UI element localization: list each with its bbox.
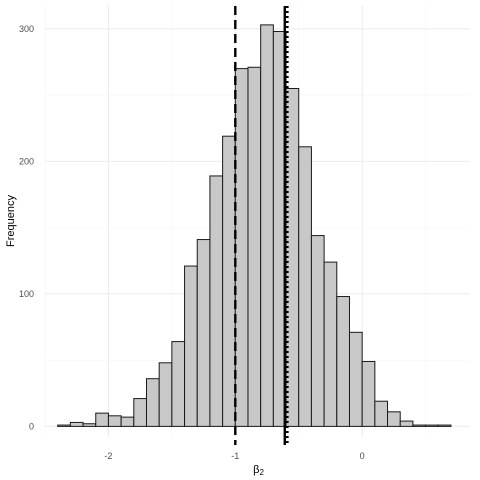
histogram-bar (133, 398, 147, 427)
x-axis-title-symbol: β (253, 464, 259, 476)
x-tick-label: -2 (104, 451, 112, 461)
histogram-bar (374, 400, 389, 427)
histogram-bar (387, 411, 401, 427)
histogram-bar (437, 424, 452, 427)
histogram-bar (196, 239, 211, 427)
histogram-bar (171, 341, 186, 427)
y-tick-label: 200 (19, 156, 34, 166)
x-axis-title: β2 (253, 464, 264, 477)
histogram-bar (348, 331, 363, 427)
histogram-bar (361, 360, 376, 427)
histogram-bar (399, 420, 414, 427)
histogram-bars (57, 24, 452, 427)
x-tick-label: 0 (360, 451, 365, 461)
reference-lines (234, 6, 289, 445)
histogram-bar (82, 423, 97, 427)
histogram-bar (234, 68, 249, 427)
histogram-bar (145, 378, 160, 427)
histogram-bar (184, 265, 198, 427)
histogram-bar (425, 424, 439, 427)
y-axis-title: Frequency (5, 195, 17, 247)
histogram-bar (310, 235, 325, 427)
tick-labels: -2 -1 0 0 100 200 300 (19, 24, 365, 461)
histogram-bar (412, 424, 427, 427)
histogram-bar (69, 421, 84, 427)
histogram-bar (120, 416, 135, 427)
y-tick-label: 300 (19, 24, 34, 34)
histogram-bar (298, 146, 312, 427)
x-tick-label: -1 (231, 451, 239, 461)
histogram-bar (323, 261, 338, 427)
histogram-bar (158, 362, 173, 427)
histogram-bar (260, 24, 274, 427)
y-tick-label: 0 (29, 421, 34, 431)
histogram-bar (209, 175, 224, 427)
histogram-bar (95, 412, 109, 427)
y-tick-label: 100 (19, 289, 34, 299)
histogram-bar (57, 424, 71, 427)
x-axis-title-subscript: 2 (259, 468, 264, 477)
histogram-bar (247, 66, 262, 427)
histogram-bar (336, 296, 350, 427)
histogram-bar (107, 415, 122, 427)
histogram-bar (222, 135, 236, 427)
